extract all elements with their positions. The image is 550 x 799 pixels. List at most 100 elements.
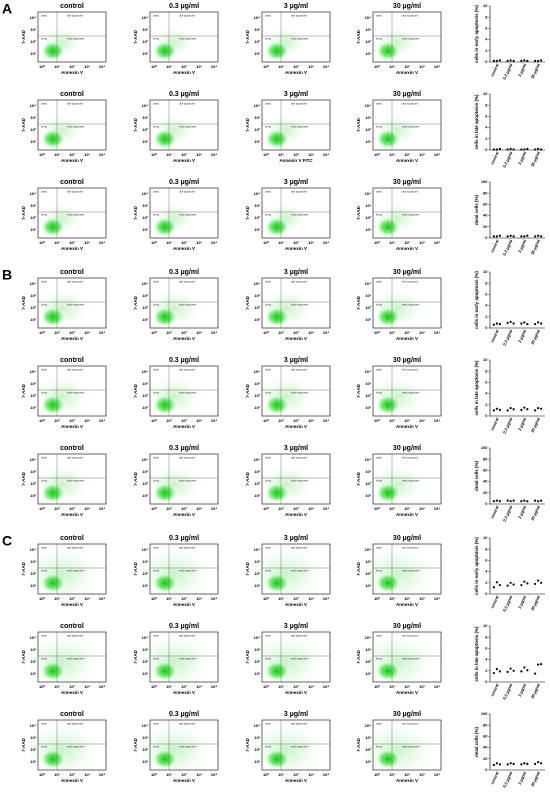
x-tick-label: 10⁴ xyxy=(211,64,217,69)
x-tick-label: 10⁰ xyxy=(39,684,45,689)
replicate-dot xyxy=(523,406,526,409)
y-tick-label: 10⁴ xyxy=(142,281,148,286)
x-tick-label: 10¹ xyxy=(278,330,284,335)
x-tick-label: 10⁰ xyxy=(374,684,380,689)
y-tick-label: 4 xyxy=(485,125,488,130)
y-tick-label: 10³ xyxy=(142,203,148,208)
category-label: 30 µg/ml xyxy=(530,505,541,522)
y-tick-label: 100 xyxy=(481,711,488,716)
x-tick-label: 10³ xyxy=(308,684,314,689)
x-tick-label: 10⁴ xyxy=(99,152,105,157)
cell-cluster xyxy=(42,484,64,502)
quadrant-label: late apoptosis xyxy=(291,456,308,460)
x-axis-label: Annexin V xyxy=(173,602,195,607)
y-tick-label: 10³ xyxy=(142,27,148,32)
x-axis-label: Annexin V xyxy=(61,424,83,429)
quadrant-label: living xyxy=(376,657,382,661)
y-axis-label: 7-AAD xyxy=(245,561,250,576)
plot-title: 30 µg/ml xyxy=(393,91,421,98)
plot-title: 3 µg/ml xyxy=(284,623,308,630)
cell-cluster xyxy=(377,574,399,592)
quadrant-label: late apoptosis xyxy=(402,14,419,18)
category-label: 0.3 µg/ml xyxy=(502,151,514,169)
panel-label: C xyxy=(2,533,12,549)
x-tick-label: 10⁰ xyxy=(374,506,380,511)
y-axis-label: 7-AAD xyxy=(356,295,361,310)
replicate-dot xyxy=(537,407,540,410)
x-tick-label: 10⁴ xyxy=(99,596,105,601)
cell-cluster xyxy=(42,42,64,60)
quadrant-label: late apoptosis xyxy=(67,456,84,460)
quadrant-label: dead xyxy=(376,634,382,638)
plot-title: control xyxy=(60,3,84,10)
y-tick-label: 10¹ xyxy=(254,51,260,56)
y-tick-label: 10² xyxy=(365,481,371,486)
replicate-dot xyxy=(526,500,529,503)
x-axis-label: Annexin V xyxy=(61,512,83,517)
replicate-dot xyxy=(537,663,540,666)
plot-title: 0.3 µg/ml xyxy=(169,179,199,186)
x-tick-label: 10⁴ xyxy=(434,152,440,157)
x-axis-label: Annexin V xyxy=(396,424,418,429)
x-tick-label: 10³ xyxy=(308,418,314,423)
x-tick-label: 10⁰ xyxy=(374,772,380,777)
y-tick-label: 6 xyxy=(485,113,488,118)
x-axis-label: Annexin V xyxy=(173,158,195,163)
x-tick-label: 10² xyxy=(69,152,75,157)
y-tick-label: 10¹ xyxy=(365,671,371,676)
cell-cluster xyxy=(154,396,176,414)
x-tick-label: 10⁴ xyxy=(434,772,440,777)
plot-title: control xyxy=(60,269,84,276)
y-tick-label: 10³ xyxy=(142,559,148,564)
x-axis-label: Annexin V xyxy=(285,246,307,251)
chart-y-label: dead cells (%) xyxy=(474,726,479,757)
quadrant-label: early apoptosis xyxy=(402,569,420,573)
x-tick-label: 10¹ xyxy=(278,64,284,69)
y-tick-label: 10⁴ xyxy=(254,723,260,728)
x-tick-label: 10⁴ xyxy=(323,240,329,245)
y-tick-label: 10¹ xyxy=(254,493,260,498)
x-tick-label: 10³ xyxy=(419,684,425,689)
category-label: 0.3 µg/ml xyxy=(502,63,514,81)
y-tick-label: 10 xyxy=(483,91,488,96)
x-tick-label: 10² xyxy=(293,772,299,777)
x-tick-label: 10² xyxy=(293,64,299,69)
quadrant-label: late apoptosis xyxy=(67,722,84,726)
replicate-dot xyxy=(506,499,509,502)
x-tick-label: 10⁰ xyxy=(151,418,157,423)
category-label: 30 µg/ml xyxy=(530,151,541,168)
x-tick-label: 10⁰ xyxy=(263,772,269,777)
quadrant-label: living xyxy=(376,303,382,307)
y-tick-label: 10¹ xyxy=(254,671,260,676)
cell-cluster xyxy=(42,218,64,236)
replicate-dot xyxy=(509,320,512,323)
replicate-dot xyxy=(509,581,512,584)
replicate-dot xyxy=(534,409,537,412)
replicate-dot xyxy=(512,148,515,151)
y-tick-label: 10¹ xyxy=(365,583,371,588)
x-tick-label: 10¹ xyxy=(166,418,172,423)
quadrant-label: late apoptosis xyxy=(291,190,308,194)
cell-haze xyxy=(138,724,210,776)
x-tick-label: 10⁰ xyxy=(374,64,380,69)
replicate-dot xyxy=(506,409,509,412)
replicate-dot xyxy=(506,148,509,151)
y-tick-label: 10³ xyxy=(254,381,260,386)
y-tick-label: 10⁴ xyxy=(30,547,36,552)
replicate-dot xyxy=(523,666,526,669)
y-tick-label: 6 xyxy=(485,645,488,650)
y-tick-label: 10² xyxy=(254,571,260,576)
category-label: 3 µg/ml xyxy=(517,595,527,610)
x-tick-label: 10⁰ xyxy=(39,240,45,245)
y-tick-label: 20 xyxy=(483,756,488,761)
replicate-dot xyxy=(509,407,512,410)
quadrant-label: living xyxy=(153,37,159,41)
y-tick-label: 10³ xyxy=(365,469,371,474)
x-axis-label: Annexin V xyxy=(61,602,83,607)
x-tick-label: 10¹ xyxy=(389,772,395,777)
y-tick-label: 10¹ xyxy=(254,583,260,588)
x-tick-label: 10² xyxy=(404,64,410,69)
x-tick-label: 10² xyxy=(181,506,187,511)
x-tick-label: 10¹ xyxy=(278,772,284,777)
quadrant-label: living xyxy=(153,303,159,307)
